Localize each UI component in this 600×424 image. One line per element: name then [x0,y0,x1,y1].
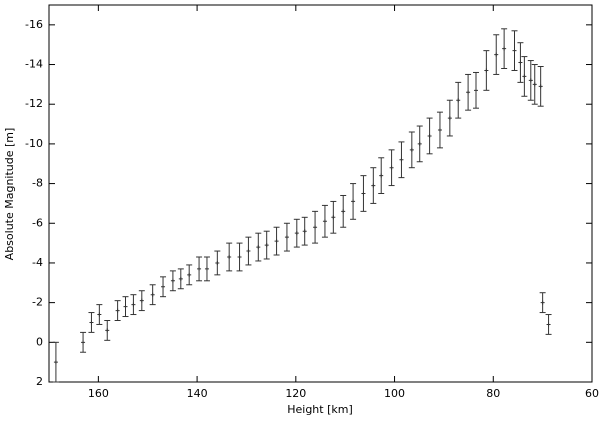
data-point [115,308,120,313]
data-point [313,225,318,230]
data-point [371,183,376,188]
data-point [105,328,110,333]
x-axis-label: Height [km] [287,403,353,416]
data-point [178,276,183,281]
data-point [284,235,289,240]
data-point [274,239,279,244]
data-point [131,302,136,307]
data-point [546,322,551,327]
y-tick-label: -16 [25,18,43,31]
y-tick-label: -8 [32,177,43,190]
x-tick-label: 120 [285,387,306,400]
data-point [170,278,175,283]
y-tick-label: -2 [32,296,43,309]
data-point [389,165,394,170]
data-point [361,191,366,196]
data-point [237,254,242,259]
data-point [379,173,384,178]
data-point [53,360,58,365]
data-point [187,272,192,277]
data-point [341,209,346,214]
plot-frame [48,4,593,383]
data-point [512,48,517,53]
y-tick-label: 2 [36,375,43,388]
data-point [97,312,102,317]
data-point [322,219,327,224]
y-tick-label: -6 [32,216,43,229]
y-axis-label: Absolute Magnitude [m] [3,128,16,261]
data-point [473,88,478,93]
data-point [246,249,251,254]
data-point [427,133,432,138]
data-point [409,147,414,152]
data-point [204,266,209,271]
data-point [437,128,442,133]
data-point [540,300,545,305]
data-point [197,266,202,271]
x-tick-label: 160 [88,387,109,400]
data-point [161,284,166,289]
y-tick-label: -10 [25,137,43,150]
y-tick-label: -14 [25,58,43,71]
data-point [294,231,299,236]
data-point [447,116,452,121]
data-point [466,90,471,95]
y-tick-label: -4 [32,256,43,269]
data-point [528,78,533,83]
data-point [532,82,537,87]
data-point [518,60,523,65]
x-tick-label: 80 [486,387,500,400]
y-tick-label: 0 [36,335,43,348]
data-point [494,52,499,57]
data-point [89,320,94,325]
data-point [264,243,269,248]
data-point [502,46,507,51]
data-point [522,74,527,79]
data-point [302,229,307,234]
data-point [81,340,86,345]
data-point [417,141,422,146]
y-tick-label: -12 [25,97,43,110]
data-point [256,245,261,250]
x-tick-label: 60 [585,387,599,400]
data-point [215,260,220,265]
data-point [538,84,543,89]
data-point [351,199,356,204]
data-point [331,215,336,220]
data-point [399,157,404,162]
data-point [227,254,232,259]
x-tick-label: 140 [187,387,208,400]
data-point [150,292,155,297]
x-tick-label: 100 [384,387,405,400]
data-point [456,98,461,103]
data-point [484,68,489,73]
data-point [139,298,144,303]
data-point [123,304,128,309]
